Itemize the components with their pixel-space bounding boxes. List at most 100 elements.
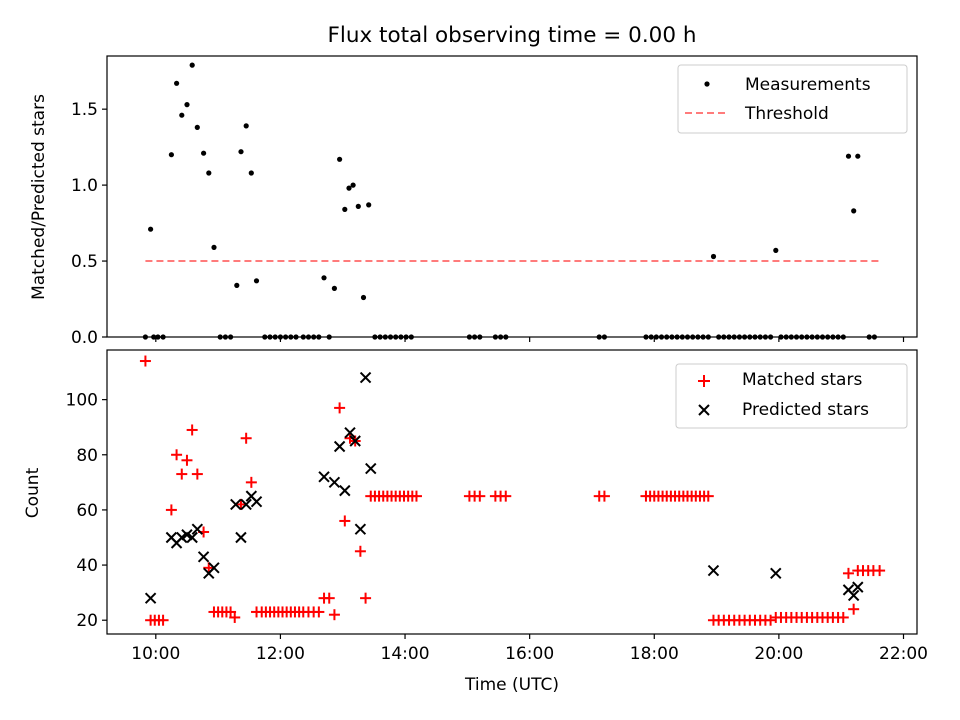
predicted-star-point xyxy=(328,476,341,489)
measurement-point xyxy=(179,112,185,118)
measurement-point xyxy=(206,170,212,176)
matched-stars-points xyxy=(139,355,886,626)
top-y-tick-label: 0.5 xyxy=(71,252,98,272)
top-legend: Measurements Threshold xyxy=(677,64,908,134)
measurement-point xyxy=(248,170,254,176)
legend-marker-predicted xyxy=(698,404,710,416)
measurement-point xyxy=(148,226,154,232)
predicted-star-point xyxy=(235,531,247,544)
predicted-star-point xyxy=(770,567,782,580)
bottom-y-tick-label: 40 xyxy=(76,556,98,576)
bottom-plot-frame xyxy=(106,349,918,635)
matched-star-point xyxy=(702,490,714,502)
predicted-star-point xyxy=(344,427,356,439)
matched-star-point xyxy=(191,468,203,480)
matched-star-point xyxy=(240,432,252,444)
measurement-point xyxy=(845,153,852,159)
measurement-point xyxy=(355,203,361,209)
measurement-point xyxy=(211,244,217,250)
predicted-star-point xyxy=(186,531,198,544)
predicted-star-point xyxy=(339,484,351,497)
x-tick-label: 12:00 xyxy=(256,644,305,664)
legend-label-predicted: Predicted stars xyxy=(742,400,869,420)
legend-label-measurements: Measurements xyxy=(745,75,871,95)
matched-star-point xyxy=(203,562,215,574)
measurement-point xyxy=(321,275,327,281)
x-tick-label: 10:00 xyxy=(131,644,180,664)
top-legend-box xyxy=(677,64,908,134)
matched-star-point xyxy=(313,606,325,618)
bottom-y-tick-label: 100 xyxy=(66,391,98,411)
matched-star-point xyxy=(874,565,886,577)
measurement-point xyxy=(238,149,244,155)
measurement-point xyxy=(346,185,352,191)
bottom-legend-box xyxy=(675,363,908,429)
measurement-point xyxy=(234,282,240,288)
matched-star-point xyxy=(837,611,849,623)
legend-marker-matched xyxy=(698,375,710,387)
measurement-point xyxy=(168,152,174,158)
matched-star-point xyxy=(334,402,346,414)
predicted-star-point xyxy=(208,562,220,574)
matched-star-point xyxy=(410,490,422,502)
predicted-star-point xyxy=(191,523,204,535)
predicted-star-point xyxy=(359,371,372,384)
measurement-point xyxy=(243,123,249,129)
matched-star-point xyxy=(339,515,351,527)
predicted-star-point xyxy=(250,495,263,508)
top-y-tick-label: 1.0 xyxy=(71,176,98,196)
measurement-point xyxy=(773,247,779,253)
predicted-star-point xyxy=(333,440,346,453)
matched-star-point xyxy=(165,504,177,516)
matched-star-point xyxy=(186,424,198,436)
measurement-point xyxy=(360,294,367,301)
predicted-star-point xyxy=(847,589,860,602)
matched-star-point xyxy=(323,592,335,604)
x-tick-label: 20:00 xyxy=(754,644,803,664)
predicted-star-point xyxy=(852,581,864,593)
matched-star-point xyxy=(181,454,193,466)
measurement-point xyxy=(184,102,190,108)
matched-star-point xyxy=(598,490,610,502)
predicted-star-point xyxy=(230,498,242,511)
predicted-star-point xyxy=(240,498,252,511)
predicted-star-point xyxy=(365,462,377,475)
matched-star-point xyxy=(176,468,188,480)
legend-label-matched: Matched stars xyxy=(742,370,862,390)
chart-title: Flux total observing time = 0.00 h xyxy=(328,23,697,48)
measurement-point xyxy=(855,153,861,159)
top-y-axis-label: Matched/Predicted stars xyxy=(29,94,49,300)
x-tick-label: 22:00 xyxy=(879,644,928,664)
predicted-star-point xyxy=(354,523,367,535)
measurement-point xyxy=(331,285,337,291)
top-panel: 0.0 0.5 1.0 1.5 Matched/Predicted stars Mea… xyxy=(29,55,918,348)
bottom-y-tick-label: 80 xyxy=(76,446,98,466)
measurement-point xyxy=(710,253,717,260)
predicted-star-point xyxy=(707,564,720,577)
bottom-y-tick-label: 60 xyxy=(76,501,98,521)
x-axis-label: Time (UTC) xyxy=(464,675,559,695)
predicted-stars-points xyxy=(144,371,864,604)
top-plot-frame xyxy=(106,55,918,338)
top-y-ticks: 0.0 0.5 1.0 1.5 xyxy=(71,100,107,348)
bottom-x-ticks: 10:00 12:00 14:00 16:00 18:00 20:00 22:00 xyxy=(131,634,928,664)
x-tick-label: 18:00 xyxy=(630,644,679,664)
top-y-tick-label: 0.0 xyxy=(71,328,98,348)
matched-star-point xyxy=(474,490,486,502)
matched-star-point xyxy=(171,449,183,461)
legend-marker-measurements xyxy=(704,81,710,87)
matched-star-point xyxy=(245,476,257,488)
measurement-point xyxy=(253,278,260,284)
bottom-y-tick-label: 20 xyxy=(76,611,98,631)
matched-star-point xyxy=(139,355,151,367)
measurement-point xyxy=(342,206,348,212)
measurement-point xyxy=(189,62,195,68)
matched-star-point xyxy=(235,498,247,510)
legend-label-threshold: Threshold xyxy=(744,104,829,124)
predicted-star-point xyxy=(318,471,330,483)
measurement-point xyxy=(174,80,180,86)
top-y-tick-label: 1.5 xyxy=(71,100,98,120)
matched-star-point xyxy=(360,592,372,604)
